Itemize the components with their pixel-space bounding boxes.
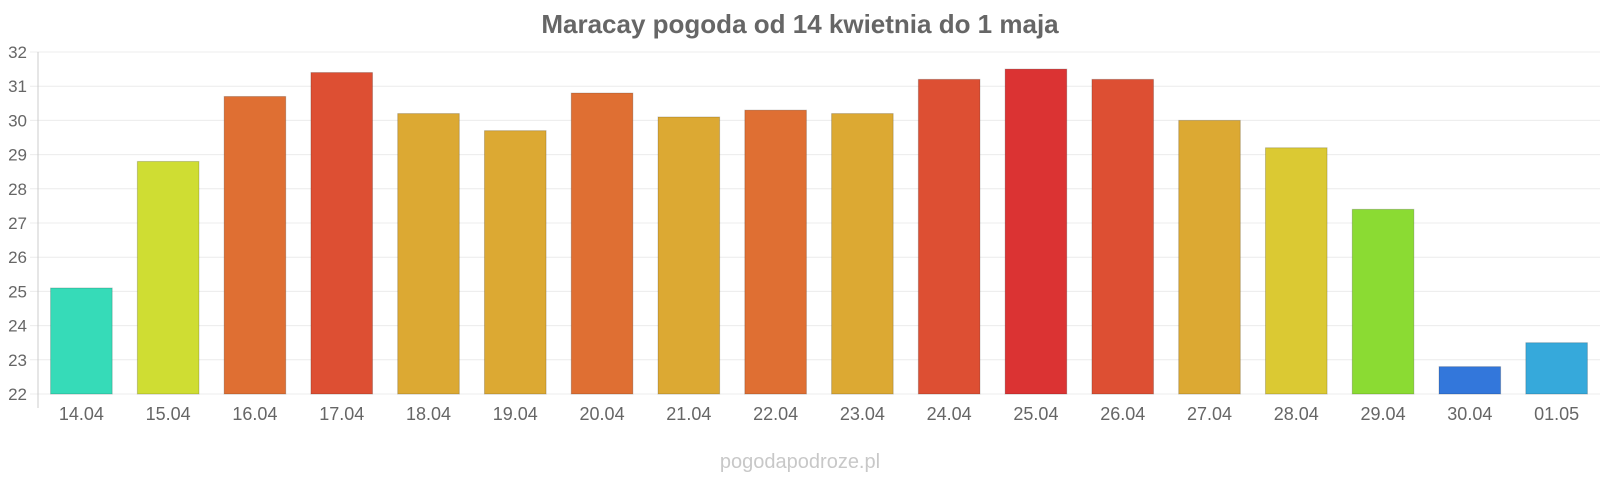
bar-26.04[interactable] [1091, 78, 1155, 395]
y-axis-ticks: 22 23 24 25 26 27 28 29 30 31 32 [8, 43, 27, 404]
x-tick-label: 23.04 [840, 404, 885, 424]
y-tick-label: 32 [8, 43, 27, 62]
x-tick-label: 01.05 [1534, 404, 1579, 424]
bar-24.04[interactable] [917, 78, 981, 395]
watermark: pogodapodroze.pl [720, 451, 880, 473]
bar-14.04[interactable] [50, 287, 113, 395]
x-tick-label: 17.04 [319, 404, 364, 424]
x-tick-label: 18.04 [406, 404, 451, 424]
bar-01.05[interactable] [1525, 342, 1588, 395]
x-tick-label: 24.04 [927, 404, 972, 424]
bar-28.04[interactable] [1264, 147, 1328, 395]
y-tick-label: 22 [8, 385, 27, 404]
x-tick-label: 20.04 [580, 404, 625, 424]
bar-17.04[interactable] [310, 72, 374, 395]
bar-29.04[interactable] [1351, 208, 1415, 395]
x-tick-label: 27.04 [1187, 404, 1232, 424]
bar-15.04[interactable] [136, 160, 200, 395]
x-tick-label: 15.04 [146, 404, 191, 424]
x-tick-label: 19.04 [493, 404, 538, 424]
bars [50, 68, 1588, 395]
x-tick-label: 29.04 [1361, 404, 1406, 424]
bar-30.04[interactable] [1438, 366, 1502, 395]
y-tick-label: 26 [8, 248, 27, 267]
x-tick-label: 26.04 [1100, 404, 1145, 424]
y-tick-label: 30 [8, 111, 27, 130]
bar-27.04[interactable] [1178, 119, 1241, 395]
grid-lines [30, 51, 1600, 395]
y-tick-label: 27 [8, 214, 27, 233]
bar-20.04[interactable] [570, 92, 634, 395]
x-tick-label: 28.04 [1274, 404, 1319, 424]
x-tick-label: 30.04 [1447, 404, 1492, 424]
x-axis-ticks: 14.04 15.04 16.04 17.04 18.04 19.04 20.04 21.04… [59, 404, 1579, 424]
bar-18.04[interactable] [397, 113, 460, 395]
x-tick-label: 14.04 [59, 404, 104, 424]
bar-16.04[interactable] [223, 95, 287, 395]
y-tick-label: 24 [8, 317, 27, 336]
x-tick-label: 22.04 [753, 404, 798, 424]
bar-23.04[interactable] [831, 113, 894, 395]
y-tick-label: 31 [8, 77, 27, 96]
y-tick-label: 25 [8, 282, 27, 301]
bar-21.04[interactable] [657, 116, 721, 395]
x-tick-label: 21.04 [666, 404, 711, 424]
bar-19.04[interactable] [483, 130, 547, 395]
y-tick-label: 28 [8, 180, 27, 199]
y-tick-label: 23 [8, 351, 27, 370]
x-tick-label: 25.04 [1013, 404, 1058, 424]
bar-25.04[interactable] [1004, 68, 1068, 395]
y-tick-label: 29 [8, 146, 27, 165]
x-tick-label: 16.04 [232, 404, 277, 424]
bar-22.04[interactable] [744, 109, 807, 395]
chart-title: Maracay pogoda od 14 kwietnia do 1 maja [541, 9, 1059, 39]
